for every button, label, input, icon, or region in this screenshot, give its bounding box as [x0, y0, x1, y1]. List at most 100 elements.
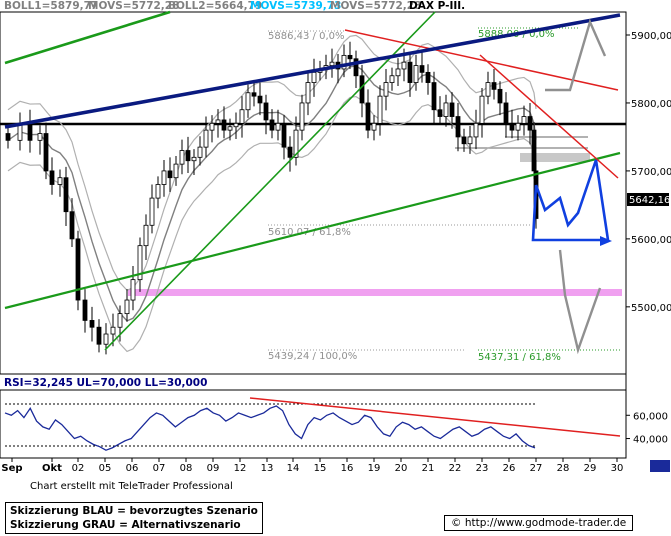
date-tick-label: 19: [368, 463, 381, 474]
candle-body: [383, 82, 389, 97]
candle-body: [287, 146, 293, 158]
price-tick-label: 5600,00: [631, 235, 671, 246]
legend-blue: Skizzierung BLAU = bevorzugtes Szenario: [10, 505, 258, 517]
date-tick-label: 08: [180, 463, 193, 474]
candle-body: [221, 119, 227, 131]
candle-body: [365, 102, 371, 131]
candle-body: [239, 109, 245, 124]
candle-body: [461, 136, 467, 145]
candle-body: [203, 129, 209, 148]
date-tick-label: 29: [584, 463, 597, 474]
candle-body: [377, 95, 383, 124]
blue-scenario: [531, 159, 610, 242]
rsi-line: [4, 405, 536, 451]
price-tick-label: 5900,00: [631, 31, 671, 42]
rsi-tick-label: 40,000: [633, 435, 668, 446]
candle-body: [185, 150, 191, 162]
candle-body: [117, 313, 123, 328]
candle-body: [299, 102, 305, 131]
price-tick-label: 5700,00: [631, 167, 671, 178]
rsi-axis: 60,000 40,000: [626, 411, 668, 446]
candle-body: [137, 245, 143, 281]
candle-body: [449, 102, 455, 117]
candle-body: [63, 177, 69, 213]
candle-body: [89, 320, 95, 328]
candle-body: [389, 75, 395, 83]
candle-body: [82, 299, 88, 321]
bollinger-upper: [7, 34, 537, 291]
red-trendline-steep: [479, 54, 619, 179]
candle-body: [311, 71, 317, 83]
candle-body: [215, 119, 221, 124]
candle-body: [167, 170, 173, 179]
candle-body: [75, 238, 81, 301]
candle-body: [531, 129, 537, 172]
candle-body: [173, 163, 179, 179]
legend-gray: Skizzierung GRAU = Alternativszenario: [10, 519, 241, 531]
candle-body: [69, 211, 75, 240]
gray-levels: [455, 136, 588, 149]
website-url[interactable]: © http://www.godmode-trader.de: [444, 515, 634, 531]
candle-body: [359, 75, 365, 104]
candle-body: [515, 122, 521, 131]
date-tick-label: 05: [99, 463, 112, 474]
candle-body: [443, 102, 449, 117]
candle-body: [191, 156, 197, 162]
scroll-indicator[interactable]: [650, 460, 670, 472]
date-tick-label: 30: [611, 463, 624, 474]
candle-body: [503, 102, 509, 124]
date-tick-label: 21: [422, 463, 435, 474]
candle-body: [437, 109, 443, 117]
date-tick-label: 28: [557, 463, 570, 474]
candle-body: [263, 102, 269, 121]
candle-body: [521, 116, 527, 124]
candle-body: [401, 61, 407, 70]
green-trendline-long: [4, 151, 621, 310]
date-tick-label: Okt: [42, 463, 62, 474]
candle-body: [155, 184, 161, 199]
candle-body: [27, 122, 33, 141]
candle-body: [103, 333, 109, 345]
candle-body: [341, 54, 347, 70]
candle-body: [96, 326, 102, 345]
candle-body: [425, 71, 431, 83]
candle-body: [305, 82, 311, 104]
date-tick-label: Sep: [1, 463, 22, 474]
current-price-box: [627, 193, 669, 206]
candle-body: [269, 119, 275, 131]
chart-title: DAX P-III.: [409, 0, 465, 12]
candle-body: [37, 133, 43, 141]
candle-body: [245, 92, 251, 111]
candle-body: [227, 126, 233, 131]
rsi-label: RSI=32,245 UL=70,000 LL=30,000: [4, 377, 207, 389]
candle-body: [130, 279, 136, 301]
price-axis: 5900,00 5800,00 5700,00 5600,00 5500,00: [626, 31, 671, 314]
candle-body: [353, 58, 359, 77]
candle-body: [275, 122, 281, 131]
candle-body: [491, 82, 497, 90]
date-tick-label: 12: [234, 463, 247, 474]
candle-body: [281, 122, 287, 148]
candle-body: [371, 122, 377, 131]
date-tick-label: 16: [341, 463, 354, 474]
candle-body: [473, 122, 479, 138]
moving-average: [7, 65, 537, 322]
date-tick-label: 09: [207, 463, 220, 474]
candle-body: [479, 95, 485, 124]
indicator-movs-1: MOVS=5772,28: [88, 0, 179, 12]
candle-body: [509, 122, 515, 131]
gray-scenario-upper: [545, 18, 607, 92]
rsi-red-trendline: [249, 397, 621, 437]
indicator-movs-3: MOVS=5772,28: [330, 0, 421, 12]
candle-body: [407, 61, 413, 83]
candle-body: [251, 92, 257, 97]
candle-body: [455, 116, 461, 138]
credit-text: Chart erstellt mit TeleTrader Profession…: [30, 481, 233, 492]
price-panel: [0, 11, 627, 375]
candle-body: [419, 65, 425, 73]
candle-body: [527, 116, 533, 131]
candle-body: [431, 82, 437, 111]
date-tick-label: 26: [503, 463, 516, 474]
date-tick-label: 02: [72, 463, 85, 474]
